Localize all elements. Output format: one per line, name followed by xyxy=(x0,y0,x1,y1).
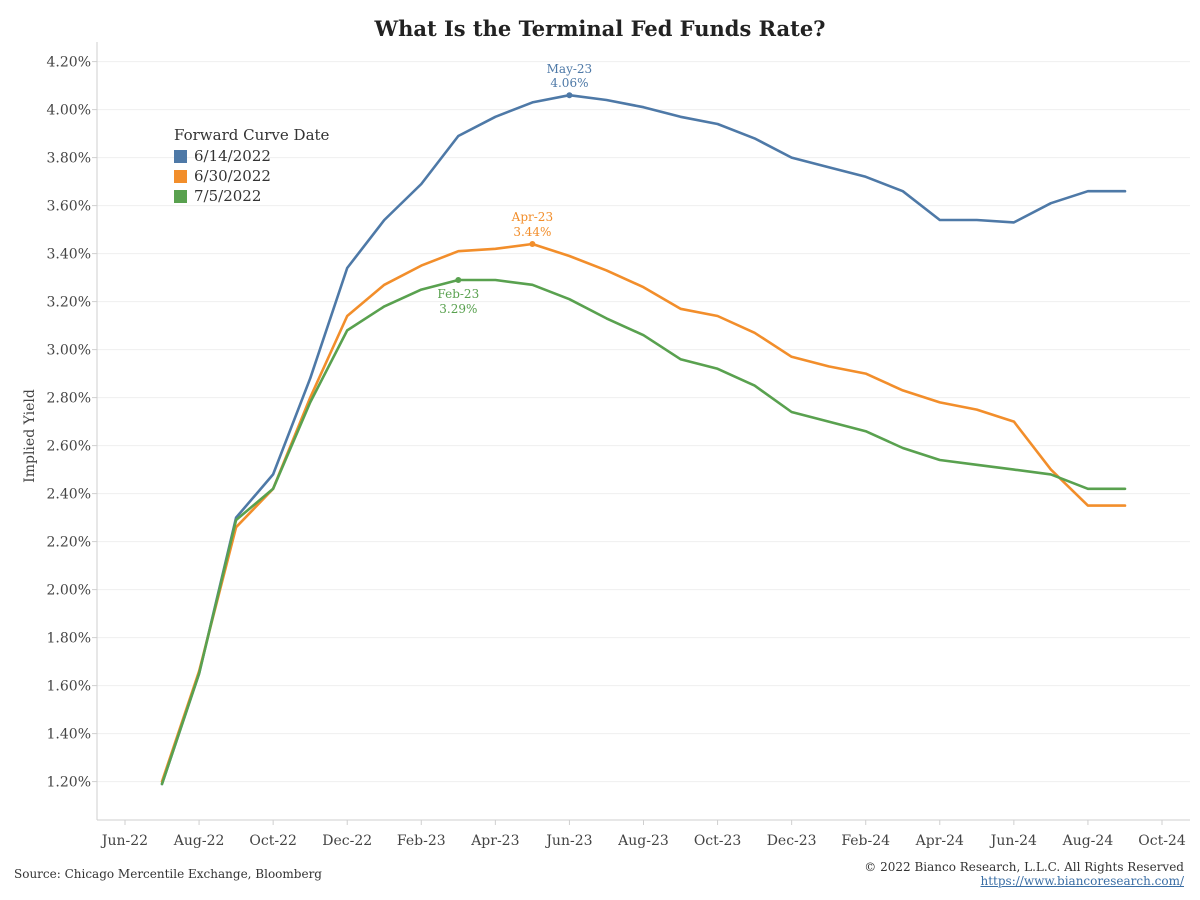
x-tick-label: Apr-24 xyxy=(915,833,964,849)
peak-marker xyxy=(529,241,536,247)
x-tick-label: Aug-23 xyxy=(617,833,669,849)
website-link[interactable]: https://www.biancoresearch.com/ xyxy=(980,874,1184,888)
legend-item-6-30-2022[interactable]: 6/30/2022 xyxy=(174,166,329,186)
legend-label: 6/14/2022 xyxy=(194,147,271,165)
legend-label: 7/5/2022 xyxy=(194,187,262,205)
x-tick-label: Jun-22 xyxy=(100,833,148,849)
y-tick-label: 3.20% xyxy=(47,295,91,311)
peak-date-label: Apr-23 xyxy=(511,210,553,224)
peak-value-label: 3.44% xyxy=(513,225,551,239)
y-tick-label: 4.20% xyxy=(47,55,91,71)
peak-date-label: May-23 xyxy=(547,62,593,76)
legend-item-7-5-2022[interactable]: 7/5/2022 xyxy=(174,186,329,206)
y-tick-label: 1.60% xyxy=(47,679,91,695)
x-tick-label: Jun-24 xyxy=(989,833,1037,849)
y-axis-label: Implied Yield xyxy=(22,389,38,483)
legend-swatch xyxy=(174,169,187,183)
y-tick-label: 4.00% xyxy=(47,103,91,119)
x-tick-label: Feb-23 xyxy=(397,833,446,849)
y-tick-label: 2.00% xyxy=(47,583,91,599)
y-tick-label: 3.80% xyxy=(47,151,91,167)
y-tick-label: 1.20% xyxy=(47,775,91,791)
copyright-text: © 2022 Bianco Research, L.L.C. All Right… xyxy=(864,860,1184,874)
x-tick-label: Oct-24 xyxy=(1138,833,1186,849)
y-tick-label: 1.40% xyxy=(47,727,91,743)
legend: Forward Curve Date 6/14/2022 6/30/2022 7… xyxy=(174,126,329,206)
footer-credits: © 2022 Bianco Research, L.L.C. All Right… xyxy=(864,860,1184,888)
x-tick-label: Oct-22 xyxy=(249,833,297,849)
x-tick-label: Dec-23 xyxy=(767,833,817,849)
x-tick-label: Jun-23 xyxy=(544,833,592,849)
y-tick-label: 3.00% xyxy=(47,343,91,359)
y-tick-label: 2.80% xyxy=(47,391,91,407)
legend-swatch xyxy=(174,189,187,203)
legend-label: 6/30/2022 xyxy=(194,167,271,185)
x-tick-label: Feb-24 xyxy=(841,833,890,849)
source-note: Source: Chicago Mercentile Exchange, Blo… xyxy=(14,867,322,881)
series-line-6-30-2022 xyxy=(160,242,1127,783)
series-line-7-5-2022 xyxy=(160,278,1127,786)
x-tick-label: Aug-24 xyxy=(1062,833,1114,849)
peak-marker xyxy=(455,277,462,283)
x-tick-label: Apr-23 xyxy=(470,833,519,849)
x-tick-label: Aug-22 xyxy=(173,833,225,849)
chart-title: What Is the Terminal Fed Funds Rate? xyxy=(374,16,826,41)
legend-item-6-14-2022[interactable]: 6/14/2022 xyxy=(174,146,329,166)
y-tick-label: 2.20% xyxy=(47,535,91,551)
peak-value-label: 3.29% xyxy=(439,302,477,316)
x-tick-label: Dec-22 xyxy=(322,833,372,849)
y-tick-label: 3.40% xyxy=(47,247,91,263)
y-tick-label: 1.80% xyxy=(47,631,91,647)
peak-date-label: Feb-23 xyxy=(437,287,479,301)
y-tick-label: 3.60% xyxy=(47,199,91,215)
y-tick-label: 2.60% xyxy=(47,439,91,455)
legend-title: Forward Curve Date xyxy=(174,126,330,144)
y-tick-label: 2.40% xyxy=(47,487,91,503)
peak-value-label: 4.06% xyxy=(550,76,588,90)
legend-swatch xyxy=(174,149,187,163)
series-line-6-14-2022 xyxy=(160,93,1127,786)
peak-marker xyxy=(566,92,573,99)
x-tick-label: Oct-23 xyxy=(694,833,742,849)
